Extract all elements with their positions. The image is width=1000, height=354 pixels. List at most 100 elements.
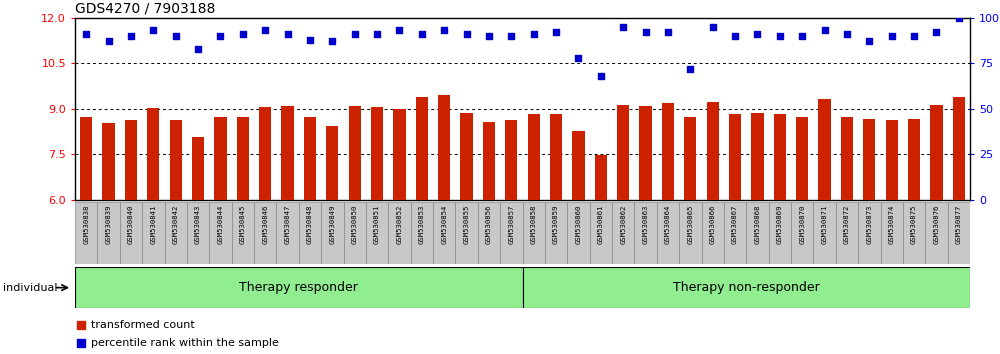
Text: GSM530865: GSM530865 <box>687 205 693 244</box>
Bar <box>393 109 406 200</box>
Point <box>481 33 497 39</box>
Bar <box>299 202 321 264</box>
Bar <box>75 267 522 308</box>
Bar <box>75 202 97 264</box>
Text: GSM530863: GSM530863 <box>643 205 649 244</box>
Text: GSM530840: GSM530840 <box>128 205 134 244</box>
Bar <box>460 113 473 200</box>
Bar <box>634 202 657 264</box>
Text: GSM530868: GSM530868 <box>754 205 760 244</box>
Bar <box>97 202 120 264</box>
Bar <box>925 202 948 264</box>
Bar <box>724 202 746 264</box>
Point <box>884 33 900 39</box>
Point <box>839 31 855 37</box>
Point <box>615 24 631 30</box>
Bar <box>505 120 517 200</box>
Bar <box>818 99 831 200</box>
Point <box>78 31 94 37</box>
Point <box>168 33 184 39</box>
Text: GSM530872: GSM530872 <box>844 205 850 244</box>
Bar <box>662 103 674 200</box>
Text: GSM530861: GSM530861 <box>598 205 604 244</box>
Point <box>817 28 833 33</box>
Bar <box>746 202 769 264</box>
Point <box>459 31 475 37</box>
Text: GSM530859: GSM530859 <box>553 205 559 244</box>
Point <box>593 73 609 79</box>
Text: GSM530875: GSM530875 <box>911 205 917 244</box>
Bar <box>321 202 344 264</box>
Bar <box>411 202 433 264</box>
Bar <box>170 120 182 200</box>
Bar <box>791 202 813 264</box>
Bar <box>192 137 204 200</box>
Point <box>638 29 654 35</box>
Bar <box>612 202 634 264</box>
Text: GSM530854: GSM530854 <box>441 205 447 244</box>
Bar <box>259 107 271 200</box>
Text: GSM530874: GSM530874 <box>889 205 895 244</box>
Bar <box>813 202 836 264</box>
Point <box>503 33 519 39</box>
Bar <box>590 202 612 264</box>
Point <box>212 33 228 39</box>
Bar <box>567 202 590 264</box>
Text: GSM530866: GSM530866 <box>710 205 716 244</box>
Bar <box>366 202 388 264</box>
Text: GSM530842: GSM530842 <box>173 205 179 244</box>
Bar <box>707 102 719 200</box>
Bar <box>433 202 455 264</box>
Text: GSM530843: GSM530843 <box>195 205 201 244</box>
Point <box>436 28 452 33</box>
Point <box>526 31 542 37</box>
Bar <box>572 131 585 200</box>
Text: GSM530845: GSM530845 <box>240 205 246 244</box>
Bar <box>639 107 652 200</box>
Text: GSM530856: GSM530856 <box>486 205 492 244</box>
Point <box>347 31 363 37</box>
Point <box>548 29 564 35</box>
Bar <box>187 202 209 264</box>
Text: GSM530851: GSM530851 <box>374 205 380 244</box>
Point <box>660 29 676 35</box>
Bar <box>281 107 294 200</box>
Text: GSM530869: GSM530869 <box>777 205 783 244</box>
Text: GDS4270 / 7903188: GDS4270 / 7903188 <box>75 1 215 15</box>
Bar <box>416 97 428 200</box>
Bar <box>858 202 881 264</box>
Point <box>257 28 273 33</box>
Bar <box>684 118 696 200</box>
Point <box>727 33 743 39</box>
Text: GSM530858: GSM530858 <box>531 205 537 244</box>
Point <box>570 55 586 61</box>
Bar <box>349 107 361 200</box>
Bar <box>254 202 276 264</box>
Text: GSM530848: GSM530848 <box>307 205 313 244</box>
Text: GSM530849: GSM530849 <box>329 205 335 244</box>
Text: transformed count: transformed count <box>91 320 195 330</box>
Point <box>951 15 967 21</box>
Text: GSM530871: GSM530871 <box>822 205 828 244</box>
Bar <box>617 105 629 200</box>
Point <box>190 46 206 52</box>
Text: GSM530867: GSM530867 <box>732 205 738 244</box>
Text: GSM530864: GSM530864 <box>665 205 671 244</box>
Bar <box>276 202 299 264</box>
Point <box>682 66 698 72</box>
Bar <box>371 107 383 200</box>
Bar <box>769 202 791 264</box>
Text: GSM530853: GSM530853 <box>419 205 425 244</box>
Text: GSM530873: GSM530873 <box>866 205 872 244</box>
Bar <box>483 122 495 200</box>
Bar <box>232 202 254 264</box>
Point <box>73 322 89 328</box>
Point <box>101 39 117 44</box>
Bar <box>120 202 142 264</box>
Point <box>123 33 139 39</box>
Text: GSM530852: GSM530852 <box>396 205 402 244</box>
Bar <box>209 202 232 264</box>
Bar <box>908 119 920 200</box>
Bar <box>522 202 545 264</box>
Bar <box>953 97 965 200</box>
